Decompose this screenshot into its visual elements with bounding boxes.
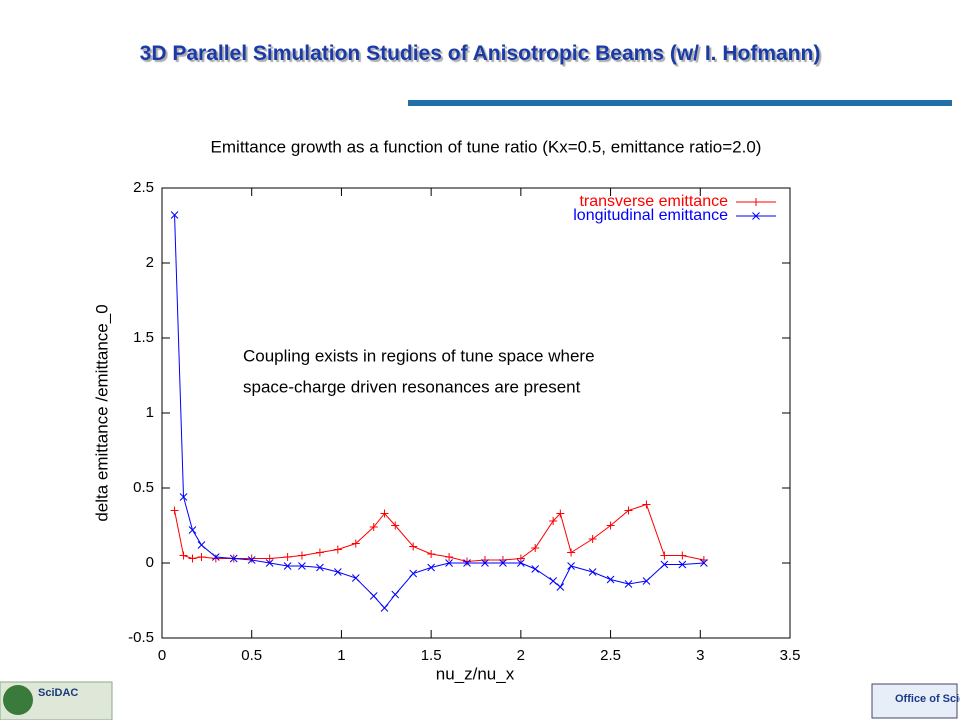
point-marker bbox=[333, 545, 342, 554]
point-marker bbox=[549, 517, 558, 525]
x-tick-label: 0.5 bbox=[241, 647, 262, 664]
x-tick-label: 2.5 bbox=[600, 647, 621, 664]
point-marker bbox=[316, 563, 324, 572]
point-marker bbox=[624, 580, 633, 588]
point-marker bbox=[642, 577, 651, 585]
point-marker bbox=[188, 526, 197, 534]
x-tick-label: 1 bbox=[337, 647, 345, 664]
point-marker bbox=[556, 583, 565, 591]
point-marker bbox=[170, 211, 179, 219]
point-marker bbox=[170, 506, 179, 515]
legend-swatch bbox=[736, 212, 776, 220]
x-tick-label: 3 bbox=[696, 647, 704, 664]
y-tick-label: 2 bbox=[146, 254, 154, 271]
point-marker bbox=[391, 521, 400, 530]
annotation: space-charge driven resonances are prese… bbox=[243, 377, 581, 396]
point-marker bbox=[463, 557, 472, 566]
y-tick-label: 1 bbox=[146, 404, 154, 421]
point-marker bbox=[445, 559, 453, 567]
point-marker bbox=[549, 577, 558, 585]
point-marker bbox=[624, 506, 633, 515]
point-marker bbox=[265, 559, 274, 567]
point-marker bbox=[499, 559, 507, 567]
x-axis-label: nu_z/nu_x bbox=[436, 664, 515, 683]
point-marker bbox=[297, 551, 306, 560]
point-marker bbox=[606, 521, 615, 530]
x-tick-label: 3.5 bbox=[780, 647, 801, 664]
point-marker bbox=[197, 541, 206, 549]
point-marker bbox=[409, 542, 418, 551]
plot-frame bbox=[161, 187, 791, 639]
y-tick-label: 0.5 bbox=[133, 479, 154, 496]
point-marker bbox=[567, 562, 575, 570]
point-marker bbox=[531, 544, 540, 552]
slide-title: 3D Parallel Simulation Studies of Anisot… bbox=[139, 42, 821, 65]
legend-label: transverse emittance bbox=[579, 193, 728, 210]
point-marker bbox=[315, 548, 324, 557]
point-marker bbox=[179, 551, 188, 560]
annotation: Coupling exists in regions of tune space… bbox=[243, 346, 595, 365]
y-tick-label: 0 bbox=[146, 554, 154, 571]
point-marker bbox=[427, 550, 436, 558]
point-marker bbox=[380, 604, 389, 612]
point-marker bbox=[265, 554, 274, 563]
chart-title: Emittance growth as a function of tune r… bbox=[211, 137, 762, 156]
point-marker bbox=[188, 554, 197, 563]
point-marker bbox=[283, 553, 292, 561]
point-marker bbox=[380, 509, 389, 518]
legend-label: longitudinal emittance bbox=[573, 207, 728, 224]
point-marker bbox=[298, 562, 306, 570]
point-marker bbox=[606, 575, 615, 584]
x-tick-label: 2 bbox=[517, 647, 525, 664]
point-marker bbox=[678, 560, 687, 569]
y-tick-label: -0.5 bbox=[128, 629, 154, 646]
point-marker bbox=[179, 493, 188, 501]
point-marker bbox=[567, 548, 576, 557]
point-marker bbox=[660, 560, 669, 569]
point-marker bbox=[247, 556, 256, 564]
point-marker bbox=[481, 559, 489, 567]
series-line bbox=[174, 214, 704, 609]
point-marker bbox=[660, 551, 669, 560]
point-marker bbox=[197, 553, 206, 561]
point-marker bbox=[351, 539, 360, 548]
point-marker bbox=[445, 553, 454, 561]
series-line bbox=[174, 503, 704, 563]
y-axis-label: delta emittance /emittance_0 bbox=[92, 304, 111, 521]
y-tick-label: 1.5 bbox=[133, 329, 154, 346]
point-marker bbox=[211, 553, 220, 561]
point-marker bbox=[516, 554, 525, 563]
point-marker bbox=[409, 569, 418, 578]
point-marker bbox=[642, 500, 651, 509]
x-tick-label: 1.5 bbox=[421, 647, 442, 664]
point-marker bbox=[588, 535, 597, 543]
point-marker bbox=[211, 554, 220, 563]
point-marker bbox=[229, 554, 238, 563]
title-bar bbox=[408, 100, 952, 106]
point-marker bbox=[283, 562, 292, 570]
office-logo bbox=[871, 683, 958, 719]
point-marker bbox=[351, 574, 360, 582]
point-marker bbox=[391, 590, 400, 599]
point-marker bbox=[678, 551, 687, 560]
legend-swatch bbox=[736, 198, 776, 206]
point-marker bbox=[463, 559, 471, 567]
point-marker bbox=[369, 592, 378, 600]
logo-text: Office of Science bbox=[895, 693, 960, 705]
point-marker bbox=[517, 559, 525, 567]
point-marker bbox=[247, 554, 256, 563]
logo-text: SciDAC bbox=[38, 687, 78, 699]
point-marker bbox=[333, 568, 342, 576]
point-marker bbox=[427, 563, 435, 572]
point-marker bbox=[369, 523, 378, 531]
point-marker bbox=[531, 565, 540, 573]
y-tick-label: 2.5 bbox=[133, 179, 154, 196]
point-marker bbox=[700, 559, 708, 567]
x-tick-label: 0 bbox=[158, 647, 166, 664]
logo-emblem bbox=[3, 685, 33, 715]
point-marker bbox=[588, 568, 597, 576]
point-marker bbox=[556, 509, 565, 518]
